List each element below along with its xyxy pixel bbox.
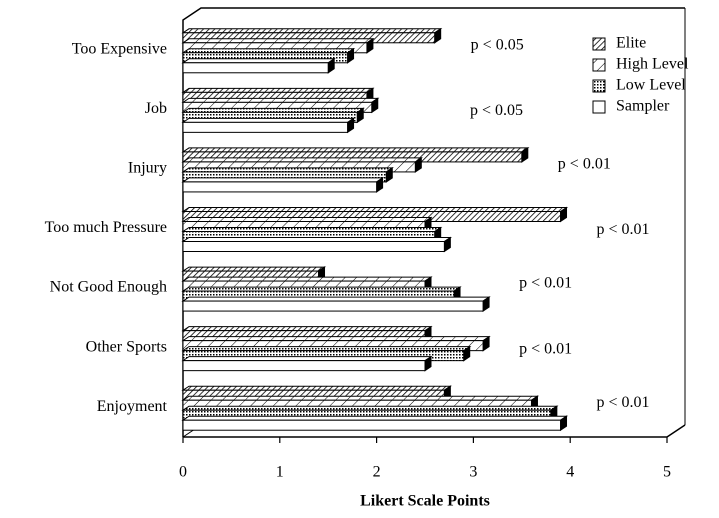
- legend-label: Elite: [616, 35, 646, 52]
- bar-top: [181, 336, 491, 342]
- legend-label: Low Level: [616, 77, 686, 94]
- bar-top: [181, 356, 433, 362]
- annotation: p < 0.01: [597, 394, 650, 411]
- annotation: p < 0.05: [471, 36, 524, 53]
- bar-top: [181, 87, 375, 93]
- bar-top: [181, 207, 569, 212]
- x-axis-label: Likert Scale Points: [360, 493, 490, 510]
- bar-top: [181, 167, 394, 173]
- y-tick-label: Injury: [128, 160, 167, 177]
- bar-top: [181, 326, 433, 332]
- x-tick-label: 0: [179, 464, 187, 481]
- annotation: p < 0.01: [558, 156, 611, 173]
- bar-top: [181, 227, 443, 232]
- bar-top: [181, 107, 365, 113]
- bar: [182, 300, 484, 312]
- legend-label: Sampler: [616, 98, 670, 115]
- bar-top: [181, 395, 540, 401]
- bar-top: [181, 177, 385, 183]
- legend-label: High Level: [616, 56, 689, 73]
- bar-top: [181, 38, 375, 44]
- y-tick-label: Job: [145, 100, 167, 117]
- x-tick-label: 4: [566, 464, 574, 481]
- bar-top: [181, 415, 569, 421]
- bar-top: [181, 276, 433, 282]
- bar-top: [181, 237, 453, 242]
- bar-top: [181, 58, 336, 64]
- x-tick-label: 5: [663, 464, 671, 481]
- legend-swatch: [592, 100, 606, 114]
- bar-top: [181, 147, 530, 153]
- legend-swatch: [592, 58, 606, 72]
- bar-top: [181, 346, 472, 352]
- bar: [182, 419, 562, 431]
- y-tick-label: Too much Pressure: [45, 219, 167, 236]
- bar-top: [181, 405, 559, 411]
- legend-swatch: [592, 79, 606, 93]
- bar: [182, 360, 426, 372]
- bar-top: [181, 385, 453, 391]
- x-tick-label: 1: [276, 464, 284, 481]
- bar-top: [181, 217, 433, 222]
- legend-swatch: [592, 37, 606, 51]
- y-tick-label: Not Good Enough: [50, 279, 167, 296]
- x-tick-label: 2: [373, 464, 381, 481]
- annotation: p < 0.01: [519, 275, 572, 292]
- bar-top: [181, 266, 327, 272]
- x-tick-label: 3: [469, 464, 477, 481]
- bar-top: [181, 28, 443, 34]
- y-tick-label: Too Expensive: [72, 40, 167, 57]
- bar-top: [181, 296, 491, 302]
- bar: [182, 181, 378, 193]
- bar: [182, 241, 445, 252]
- y-tick-label: Other Sports: [86, 338, 167, 355]
- bar-top: [181, 48, 356, 54]
- annotation: p < 0.01: [519, 340, 572, 357]
- bar: [182, 62, 329, 74]
- annotation: p < 0.05: [470, 102, 523, 119]
- bar: [182, 121, 349, 133]
- bar-top: [181, 117, 356, 123]
- bar-top: [181, 286, 462, 292]
- bar-top: [181, 97, 380, 103]
- y-tick-label: Enjoyment: [97, 398, 168, 415]
- annotation: p < 0.01: [597, 221, 650, 238]
- bar-top: [181, 157, 423, 163]
